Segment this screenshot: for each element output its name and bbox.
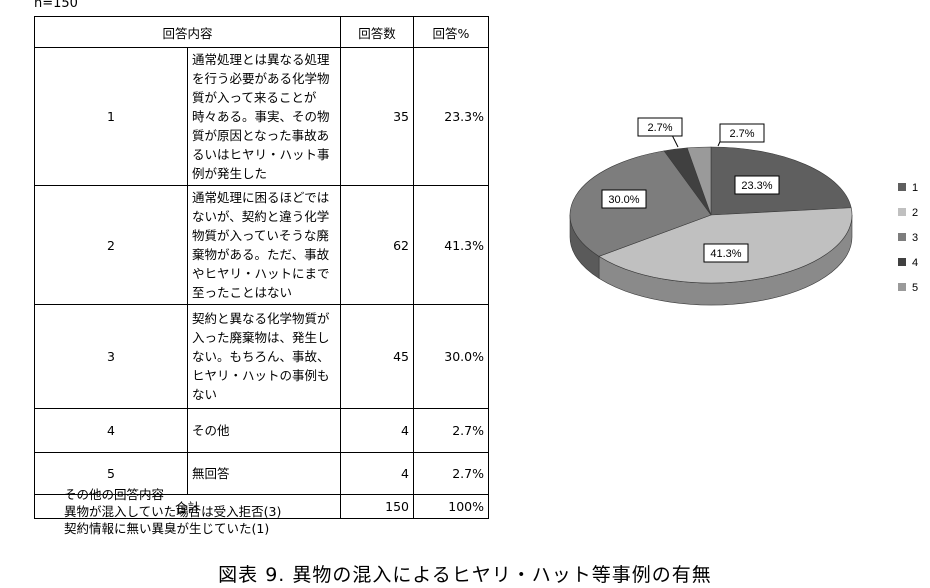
other-answers-notes: その他の回答内容 異物が混入していた場合は受入拒否(3) 契約情報に無い異臭が生… (64, 486, 281, 537)
legend-label-3: 3 (912, 232, 918, 244)
sample-size-label: n=150 (34, 0, 78, 11)
row-count: 4 (340, 452, 414, 495)
pie-data-label-1: 23.3% (741, 180, 772, 192)
pie-label-box-2 (703, 243, 749, 263)
row-count: 62 (340, 185, 414, 305)
pie-label-box-5 (719, 123, 765, 143)
row-percent: 2.7% (413, 452, 489, 495)
figure-caption: 図表 9. 異物の混入によるヒヤリ・ハット等事例の有無 (218, 564, 712, 586)
total-label: 合計 (34, 494, 341, 519)
table-row: 3 契約と異なる化学物質が入った廃棄物は、発生しない。もちろん、事故、ヒヤリ・ハ… (34, 304, 489, 409)
pie-data-label-2: 41.3% (710, 248, 741, 260)
row-content: 通常処理とは異なる処理を行う必要がある化学物質が入って来ることが時々ある。事実、… (187, 47, 341, 186)
pie-slice-1 (710, 146, 852, 216)
total-count: 150 (340, 494, 414, 519)
row-percent: 2.7% (413, 408, 489, 453)
pie-data-label-3: 30.0% (608, 194, 639, 206)
row-percent: 30.0% (413, 304, 489, 409)
pie-label-box-3 (601, 189, 647, 209)
legend-label-2: 2 (912, 207, 918, 219)
legend-swatch-1 (898, 183, 906, 191)
legend-swatch-4 (898, 258, 906, 266)
table-row: 1 通常処理とは異なる処理を行う必要がある化学物質が入って来ることが時々ある。事… (34, 47, 489, 186)
total-percent: 100% (413, 494, 489, 519)
legend-label-5: 5 (912, 282, 918, 294)
row-content: 通常処理に困るほどではないが、契約と違う化学物質が入っていそうな廃棄物がある。た… (187, 185, 341, 305)
header-count: 回答数 (340, 16, 414, 48)
header-content: 回答内容 (34, 16, 341, 48)
pie-data-labels: 23.3% 41.3% 30.0% 2.7% 2.7% (601, 117, 780, 263)
legend-swatch-5 (898, 283, 906, 291)
row-number: 2 (34, 185, 188, 305)
row-content: その他 (187, 408, 341, 453)
legend-label-1: 1 (912, 182, 918, 194)
pie-data-label-4: 2.7% (647, 122, 672, 134)
pie-top-faces (569, 146, 853, 284)
pie-legend: 1 2 3 4 5 (898, 182, 918, 294)
table-header-row: 回答内容 回答数 回答% (34, 16, 489, 48)
notes-title: その他の回答内容 (64, 487, 165, 502)
legend-swatch-3 (898, 233, 906, 241)
legend-label-4: 4 (912, 257, 918, 269)
survey-table: 回答内容 回答数 回答% 1 通常処理とは異なる処理を行う必要がある化学物質が入… (34, 16, 489, 519)
header-percent: 回答% (413, 16, 489, 48)
table-row: 2 通常処理に困るほどではないが、契約と違う化学物質が入っていそうな廃棄物がある… (34, 185, 489, 305)
pie-label-box-4 (637, 117, 683, 137)
row-count: 45 (340, 304, 414, 409)
pie-data-label-5: 2.7% (729, 128, 754, 140)
legend-swatch-2 (898, 208, 906, 216)
row-number: 5 (34, 452, 188, 495)
table-total-row: 合計 150 100% (34, 494, 489, 519)
row-percent: 23.3% (413, 47, 489, 186)
pie-chart: 23.3% 41.3% 30.0% 2.7% 2.7% 1 2 3 4 5 (569, 117, 918, 306)
row-number: 1 (34, 47, 188, 186)
notes-line-2: 契約情報に無い異臭が生じていた(1) (64, 521, 270, 536)
table-row: 4 その他 4 2.7% (34, 408, 489, 453)
row-number: 3 (34, 304, 188, 409)
pie-slice-5 (686, 146, 712, 216)
pie-label-box-1 (734, 175, 780, 195)
notes-line-1: 異物が混入していた場合は受入拒否(3) (64, 504, 282, 519)
table-row: 5 無回答 4 2.7% (34, 452, 489, 495)
